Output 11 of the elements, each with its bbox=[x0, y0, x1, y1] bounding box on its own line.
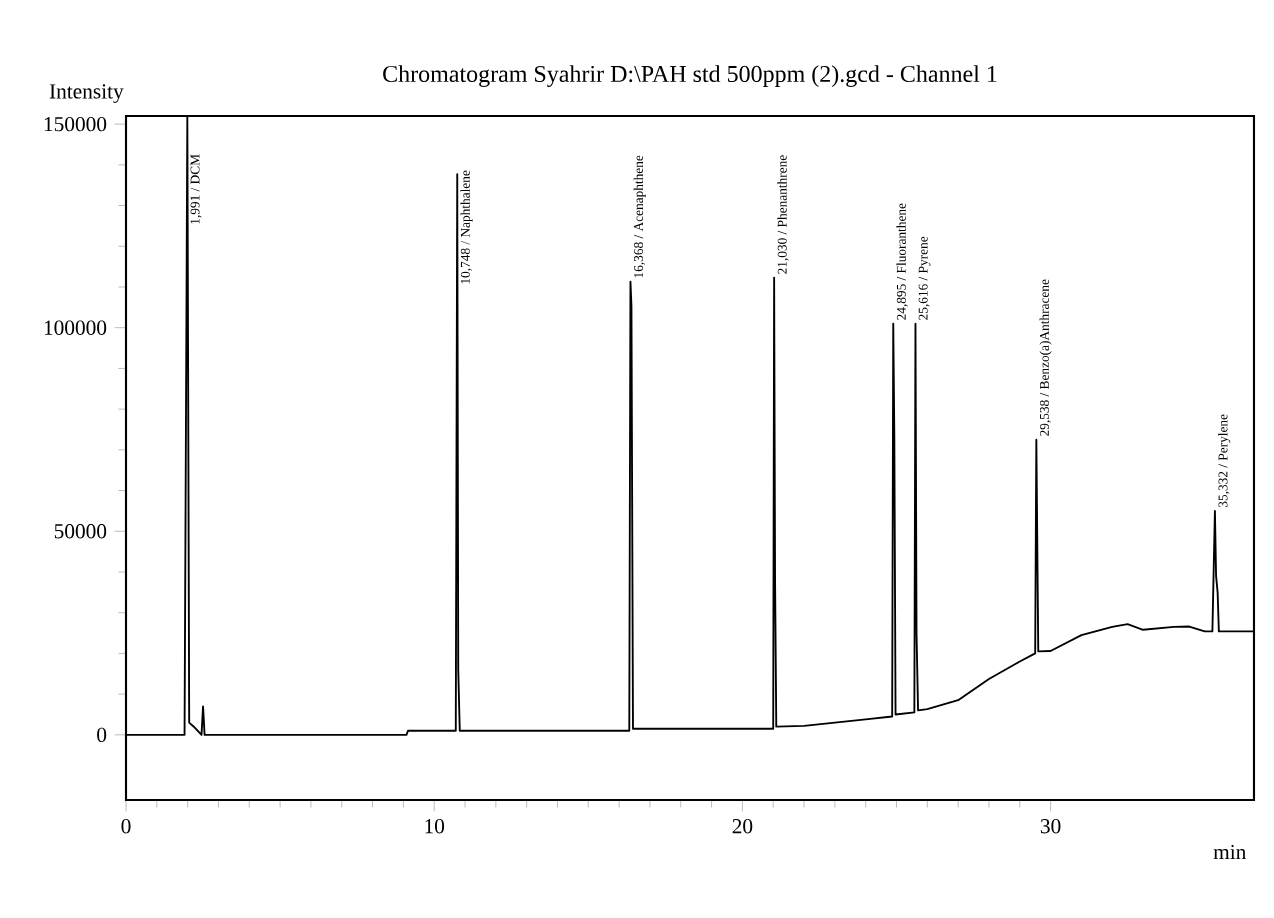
x-tick-label: 20 bbox=[732, 819, 753, 834]
y-axis-title: Intensity bbox=[49, 84, 124, 103]
x-tick-label: 30 bbox=[1040, 819, 1061, 834]
y-tick-label: 50000 bbox=[54, 524, 107, 539]
y-tick-label: 100000 bbox=[44, 320, 107, 335]
x-axis-title: min bbox=[1213, 844, 1247, 860]
x-tick-label: 0 bbox=[121, 819, 131, 834]
y-tick-label: 0 bbox=[97, 727, 107, 743]
y-tick-label: 150000 bbox=[44, 116, 107, 132]
x-tick-label: 10 bbox=[425, 819, 445, 834]
chart-title: Chromatogram Syahrir D:\PAH std 500ppm (2).gcd - Channel 1 bbox=[383, 65, 997, 88]
